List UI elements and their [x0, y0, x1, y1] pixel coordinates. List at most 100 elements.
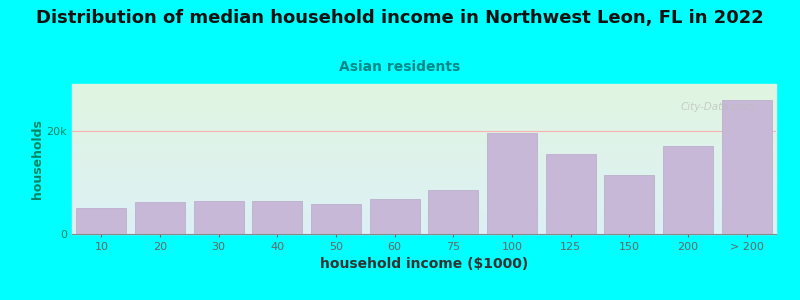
Bar — [72, 100, 776, 101]
Bar — [72, 187, 776, 188]
Bar — [72, 202, 776, 203]
Bar — [72, 130, 776, 131]
Bar — [72, 232, 776, 233]
Bar — [72, 126, 776, 127]
Bar — [72, 201, 776, 202]
Bar — [72, 160, 776, 161]
Bar — [487, 133, 537, 234]
Bar — [72, 89, 776, 90]
Bar — [72, 112, 776, 113]
Bar — [72, 172, 776, 173]
Bar — [72, 110, 776, 111]
Bar — [72, 115, 776, 116]
Bar — [72, 131, 776, 132]
Bar — [72, 161, 776, 162]
Bar — [72, 144, 776, 145]
Bar — [72, 118, 776, 119]
Bar — [72, 168, 776, 169]
Bar — [72, 102, 776, 103]
Bar — [72, 193, 776, 194]
Bar — [72, 176, 776, 177]
Bar — [72, 184, 776, 185]
Bar — [72, 188, 776, 189]
Bar — [72, 225, 776, 226]
Bar — [72, 151, 776, 152]
Bar — [253, 201, 302, 234]
Bar — [72, 219, 776, 220]
Bar — [72, 158, 776, 159]
Bar — [72, 86, 776, 87]
Bar — [311, 204, 361, 234]
Text: City-Data.com: City-Data.com — [681, 102, 755, 112]
Bar — [72, 230, 776, 231]
Bar — [72, 186, 776, 187]
Bar — [72, 119, 776, 120]
Bar — [72, 197, 776, 198]
Bar — [72, 84, 776, 85]
Bar — [72, 85, 776, 86]
Bar — [72, 157, 776, 158]
Bar — [72, 212, 776, 213]
Bar — [72, 141, 776, 142]
Bar — [663, 146, 713, 234]
Bar — [72, 180, 776, 181]
Bar — [72, 133, 776, 134]
Bar — [72, 179, 776, 180]
Bar — [72, 196, 776, 197]
Bar — [72, 105, 776, 106]
Bar — [72, 173, 776, 174]
Bar — [72, 228, 776, 229]
Bar — [605, 175, 654, 234]
Bar — [722, 100, 771, 234]
Bar — [72, 213, 776, 214]
Bar — [72, 164, 776, 165]
Bar — [72, 169, 776, 170]
Bar — [72, 229, 776, 230]
Bar — [72, 127, 776, 128]
Bar — [72, 139, 776, 140]
Bar — [72, 208, 776, 209]
Bar — [72, 147, 776, 148]
Bar — [72, 209, 776, 210]
Text: Asian residents: Asian residents — [339, 60, 461, 74]
Bar — [72, 96, 776, 97]
Bar — [194, 201, 243, 234]
Bar — [72, 207, 776, 208]
Bar — [72, 97, 776, 98]
Bar — [72, 183, 776, 184]
Bar — [72, 140, 776, 141]
Bar — [72, 94, 776, 95]
Bar — [72, 129, 776, 130]
Bar — [72, 206, 776, 207]
Bar — [72, 153, 776, 154]
Bar — [72, 160, 776, 161]
Bar — [72, 120, 776, 121]
Bar — [72, 223, 776, 224]
Bar — [72, 145, 776, 146]
Bar — [72, 224, 776, 225]
Y-axis label: households: households — [30, 119, 44, 199]
Bar — [72, 226, 776, 227]
Bar — [72, 200, 776, 201]
Bar — [72, 88, 776, 89]
Bar — [72, 195, 776, 196]
Bar — [72, 165, 776, 166]
Bar — [72, 174, 776, 175]
Bar — [72, 142, 776, 143]
Bar — [72, 95, 776, 96]
Bar — [72, 136, 776, 137]
Bar — [72, 138, 776, 139]
Bar — [72, 210, 776, 211]
Bar — [72, 132, 776, 133]
Bar — [72, 178, 776, 179]
Bar — [72, 101, 776, 102]
Bar — [72, 148, 776, 149]
Bar — [72, 222, 776, 223]
Bar — [72, 211, 776, 212]
Bar — [72, 203, 776, 204]
Bar — [72, 135, 776, 136]
Bar — [72, 143, 776, 144]
Bar — [72, 92, 776, 93]
Bar — [370, 199, 419, 234]
Bar — [72, 216, 776, 217]
